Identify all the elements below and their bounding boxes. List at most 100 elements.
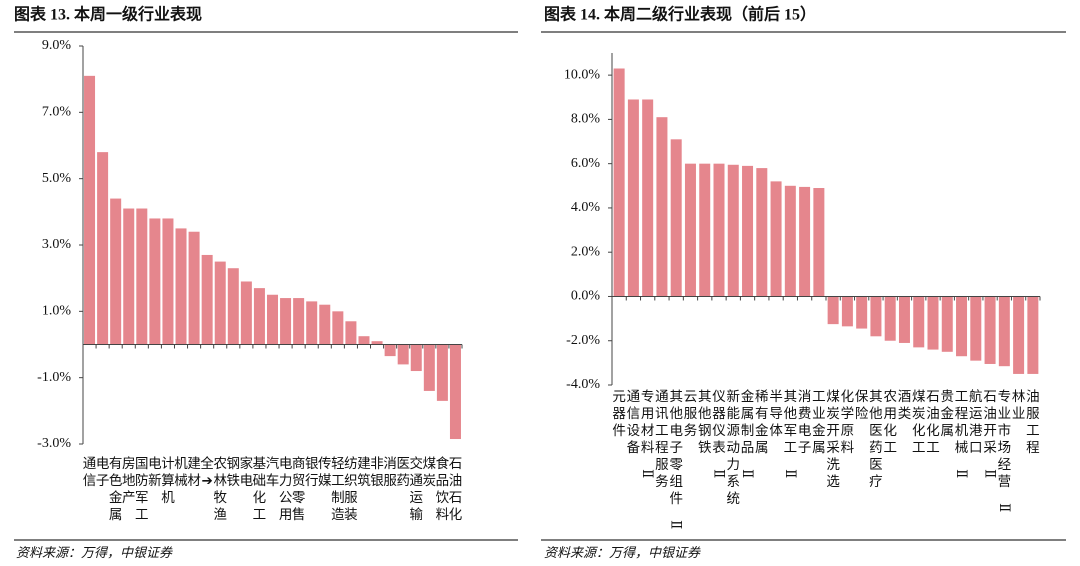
bar — [784, 185, 796, 297]
bar — [332, 311, 344, 345]
bar — [799, 186, 811, 297]
y-tick-label: -3.0% — [37, 436, 71, 451]
x-tick-label: 专业市场经营 Ⅱ — [997, 389, 1012, 512]
bar — [201, 254, 213, 345]
x-tick-label: 煤炭化工 — [912, 389, 926, 455]
y-tick-label: 9.0% — [42, 38, 72, 53]
y-tick-label: -1.0% — [37, 370, 71, 385]
bar — [358, 336, 370, 345]
bar — [998, 296, 1010, 367]
x-tick-label: 石油开采 Ⅱ — [982, 389, 997, 478]
x-tick-label: 农林牧渔 — [213, 456, 227, 522]
bar — [188, 231, 200, 345]
x-tick-label: 贵金属 — [941, 389, 955, 438]
bar — [927, 296, 939, 350]
y-tick-label: 4.0% — [571, 200, 601, 215]
bar — [345, 321, 357, 345]
bar — [884, 296, 896, 341]
x-tick-label: 家电 — [240, 455, 254, 488]
x-tick-label: 基础化工 — [253, 455, 267, 522]
x-tick-label: 元器件 — [612, 389, 626, 438]
bar — [827, 296, 839, 325]
x-tick-label: 汽车 — [266, 456, 280, 488]
bar — [319, 304, 331, 345]
bar — [841, 296, 853, 327]
source-note: 资料来源：万得，中银证券 — [16, 545, 173, 560]
bar — [214, 261, 226, 345]
x-tick-label: 电子 — [96, 456, 110, 488]
x-tick-label: 医药 — [396, 456, 410, 488]
bar — [162, 218, 174, 345]
x-tick-label: 工业金属 — [812, 389, 826, 455]
y-tick-label: 5.0% — [42, 171, 72, 186]
bar — [642, 99, 654, 297]
x-tick-label: 计算机 — [161, 456, 175, 505]
x-tick-label: 通信设备 — [627, 389, 641, 455]
bar — [1013, 296, 1025, 374]
x-tick-label: 化学原料 — [841, 389, 855, 455]
bar — [175, 228, 187, 345]
bar — [913, 296, 925, 348]
y-tick-label: -2.0% — [566, 333, 600, 348]
x-tick-label: 工程机械 Ⅱ — [954, 389, 969, 478]
x-tick-label: 建筑 — [357, 456, 371, 488]
x-tick-label: 房地产 — [122, 456, 136, 505]
y-tick-label: 10.0% — [564, 67, 601, 82]
x-tick-label: 商贸零售 — [292, 456, 306, 522]
x-tick-label: 机械 — [174, 456, 188, 488]
x-tick-label: 保险 — [855, 389, 869, 421]
bar — [713, 163, 725, 297]
y-tick-label: 2.0% — [571, 244, 601, 259]
x-tick-label: 仪器仪表 Ⅱ — [711, 389, 726, 478]
y-tick-label: 0.0% — [571, 289, 601, 304]
x-tick-label: 国防军工 — [135, 456, 149, 522]
x-tick-label: 食品饮料 — [436, 455, 450, 522]
x-tick-label: 钢铁 — [227, 456, 241, 488]
x-tick-label: 半导体 — [769, 389, 783, 438]
x-tick-label: 银行 — [305, 456, 319, 488]
x-tick-label: 消费电子 — [798, 389, 812, 455]
x-tick-label: 酒类 — [898, 389, 912, 421]
x-tick-label: 通信 — [83, 456, 97, 488]
x-tick-label: 专用材料 Ⅱ — [640, 389, 655, 478]
bar — [684, 163, 696, 297]
bar — [253, 288, 265, 345]
bar — [397, 344, 409, 365]
x-tick-label: 交通运输 — [410, 455, 424, 522]
x-tick-label: 航运港口 — [969, 389, 983, 455]
x-tick-label: 煤炭 — [423, 456, 437, 488]
bar — [984, 296, 996, 364]
chart-title: 图表 14. 本周二级行业表现（前后 15） — [544, 5, 816, 24]
bar — [670, 139, 682, 297]
bar — [449, 344, 461, 440]
x-tick-label: 石油石化 — [449, 456, 463, 522]
x-tick-label: 电力公用 — [279, 456, 293, 522]
y-tick-label: -4.0% — [566, 377, 600, 392]
bar — [870, 296, 882, 337]
bar — [941, 296, 953, 352]
bar — [84, 75, 96, 345]
y-tick-label: 8.0% — [571, 112, 601, 127]
x-tick-label: 农用化工 — [883, 389, 897, 455]
bar — [136, 208, 148, 345]
bar — [813, 188, 825, 297]
bar — [627, 99, 639, 297]
bar — [123, 208, 135, 345]
x-tick-label: 金属制品 Ⅱ — [740, 389, 755, 478]
x-tick-label: 新能源动力系统 — [727, 389, 741, 506]
bar — [856, 296, 868, 329]
bar — [423, 344, 435, 391]
source-note: 资料来源：万得，中银证券 — [544, 545, 701, 560]
bar — [756, 168, 768, 297]
bar — [149, 218, 161, 345]
x-tick-label: 有色金属 — [109, 456, 123, 522]
bar — [410, 344, 422, 372]
bar — [436, 344, 448, 401]
x-tick-label: 通讯工程服务 — [655, 389, 669, 489]
x-tick-label: 林业 — [1012, 389, 1026, 421]
chart-title: 图表 13. 本周一级行业表现 — [14, 5, 202, 24]
bar — [110, 198, 122, 345]
bar — [240, 281, 252, 345]
bar — [656, 117, 668, 297]
